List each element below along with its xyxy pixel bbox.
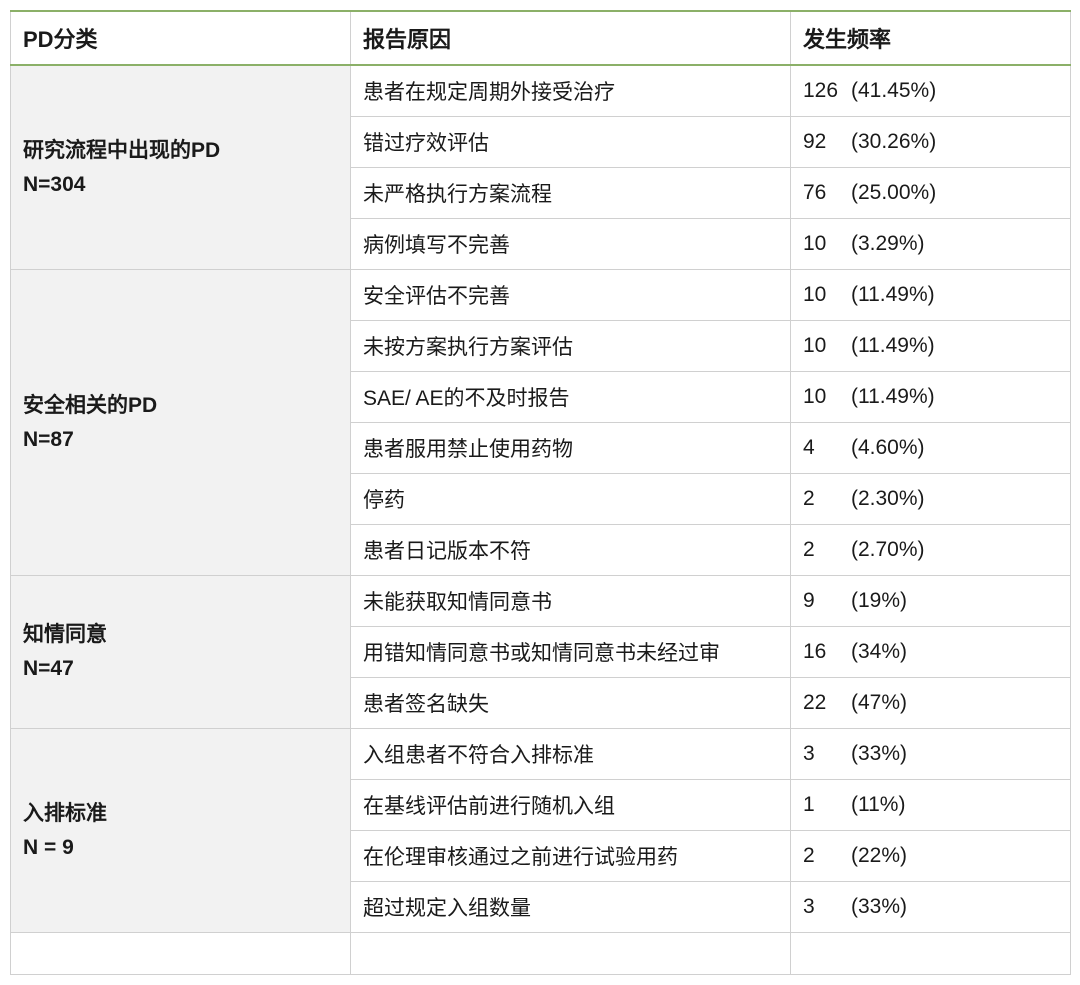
frequency-count: 10 [803,283,851,307]
frequency-cell: 92(30.26%) [791,117,1071,168]
frequency-cell: 3(33%) [791,729,1071,780]
frequency-cell: 1(11%) [791,780,1071,831]
category-cell: 入排标准N = 9 [11,729,351,933]
reason-cell: SAE/ AE的不及时报告 [351,372,791,423]
frequency-cell: 16(34%) [791,627,1071,678]
frequency-count: 3 [803,895,851,919]
frequency-pct: (30.26%) [851,130,936,153]
reason-cell: 入组患者不符合入排标准 [351,729,791,780]
frequency-pct: (25.00%) [851,181,936,204]
table-row: 研究流程中出现的PDN=304患者在规定周期外接受治疗126(41.45%) [11,65,1071,117]
table-body: 研究流程中出现的PDN=304患者在规定周期外接受治疗126(41.45%)错过… [11,65,1071,975]
frequency-count: 2 [803,487,851,511]
frequency-cell: 126(41.45%) [791,65,1071,117]
frequency-pct: (2.70%) [851,538,925,561]
reason-cell: 用错知情同意书或知情同意书未经过审 [351,627,791,678]
category-title: 入排标准 [23,797,338,831]
category-cell: 安全相关的PDN=87 [11,270,351,576]
frequency-pct: (3.29%) [851,232,925,255]
category-cell: 研究流程中出现的PDN=304 [11,65,351,270]
category-title: 安全相关的PD [23,389,338,423]
frequency-pct: (47%) [851,691,907,714]
reason-cell: 安全评估不完善 [351,270,791,321]
frequency-count: 2 [803,844,851,868]
frequency-pct: (11.49%) [851,385,935,408]
reason-cell: 患者日记版本不符 [351,525,791,576]
header-reason: 报告原因 [351,11,791,65]
reason-cell: 在伦理审核通过之前进行试验用药 [351,831,791,882]
category-title: 知情同意 [23,618,338,652]
table-row: 安全相关的PDN=87安全评估不完善10(11.49%) [11,270,1071,321]
category-count: N=304 [23,168,338,202]
frequency-cell: 3(33%) [791,882,1071,933]
header-frequency: 发生频率 [791,11,1071,65]
frequency-pct: (4.60%) [851,436,925,459]
frequency-cell: 22(47%) [791,678,1071,729]
frequency-cell: 10(3.29%) [791,219,1071,270]
frequency-pct: (11%) [851,793,905,816]
frequency-cell: 2(2.30%) [791,474,1071,525]
frequency-pct: (41.45%) [851,79,936,102]
table-row: 入排标准N = 9入组患者不符合入排标准3(33%) [11,729,1071,780]
empty-cell [351,933,791,975]
frequency-count: 22 [803,691,851,715]
frequency-pct: (2.30%) [851,487,925,510]
header-category: PD分类 [11,11,351,65]
frequency-cell: 9(19%) [791,576,1071,627]
reason-cell: 未严格执行方案流程 [351,168,791,219]
frequency-count: 10 [803,334,851,358]
reason-cell: 未按方案执行方案评估 [351,321,791,372]
frequency-count: 76 [803,181,851,205]
reason-cell: 在基线评估前进行随机入组 [351,780,791,831]
empty-cell [791,933,1071,975]
frequency-count: 9 [803,589,851,613]
frequency-count: 126 [803,79,851,103]
frequency-count: 10 [803,385,851,409]
reason-cell: 患者服用禁止使用药物 [351,423,791,474]
reason-cell: 患者签名缺失 [351,678,791,729]
frequency-cell: 10(11.49%) [791,270,1071,321]
table-row: 知情同意N=47未能获取知情同意书9(19%) [11,576,1071,627]
frequency-pct: (11.49%) [851,283,935,306]
empty-cell [11,933,351,975]
frequency-cell: 4(4.60%) [791,423,1071,474]
frequency-count: 92 [803,130,851,154]
empty-row [11,933,1071,975]
frequency-count: 2 [803,538,851,562]
frequency-pct: (33%) [851,895,907,918]
reason-cell: 病例填写不完善 [351,219,791,270]
category-cell: 知情同意N=47 [11,576,351,729]
reason-cell: 未能获取知情同意书 [351,576,791,627]
frequency-count: 10 [803,232,851,256]
frequency-cell: 10(11.49%) [791,372,1071,423]
reason-cell: 错过疗效评估 [351,117,791,168]
category-title: 研究流程中出现的PD [23,134,338,168]
pd-classification-table: PD分类 报告原因 发生频率 研究流程中出现的PDN=304患者在规定周期外接受… [10,10,1071,975]
category-count: N = 9 [23,831,338,865]
frequency-cell: 2(2.70%) [791,525,1071,576]
reason-cell: 停药 [351,474,791,525]
frequency-count: 4 [803,436,851,460]
table-header-row: PD分类 报告原因 发生频率 [11,11,1071,65]
frequency-count: 1 [803,793,851,817]
category-count: N=47 [23,652,338,686]
category-count: N=87 [23,423,338,457]
frequency-pct: (11.49%) [851,334,935,357]
reason-cell: 超过规定入组数量 [351,882,791,933]
reason-cell: 患者在规定周期外接受治疗 [351,65,791,117]
frequency-cell: 10(11.49%) [791,321,1071,372]
frequency-cell: 76(25.00%) [791,168,1071,219]
frequency-count: 3 [803,742,851,766]
frequency-pct: (34%) [851,640,907,663]
frequency-pct: (22%) [851,844,907,867]
frequency-count: 16 [803,640,851,664]
frequency-cell: 2(22%) [791,831,1071,882]
frequency-pct: (19%) [851,589,907,612]
frequency-pct: (33%) [851,742,907,765]
